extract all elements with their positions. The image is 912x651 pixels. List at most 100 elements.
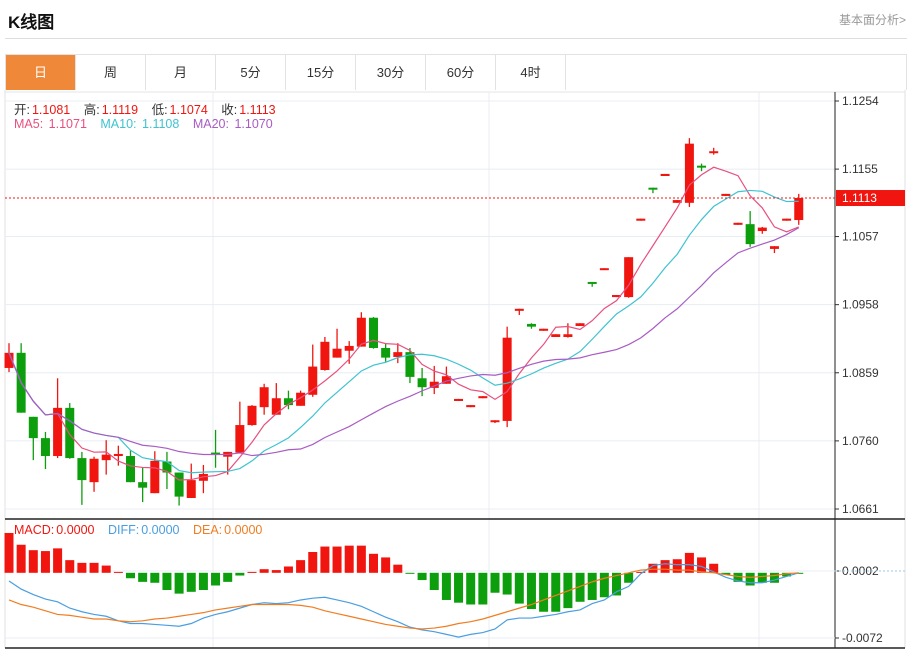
- candle-down: [587, 281, 597, 284]
- period-tabs: 日 周 月 5分 15分 30分 60分 4时: [5, 54, 907, 90]
- macd-bar-negative: [769, 572, 779, 583]
- macd-bar-positive: [259, 569, 269, 573]
- candle-up: [393, 352, 403, 357]
- tab-4hour[interactable]: 4时: [496, 55, 566, 90]
- macd-bar-negative: [514, 572, 524, 604]
- macd-bar-positive: [684, 552, 694, 573]
- candle-up: [563, 334, 573, 337]
- candle-up: [113, 453, 123, 457]
- price-tick-label: 1.1155: [842, 162, 878, 176]
- last-price-label: 1.1113: [842, 191, 877, 205]
- ma5-value: 1.1071: [48, 117, 87, 131]
- tab-60min[interactable]: 60分: [426, 55, 496, 90]
- tab-5min[interactable]: 5分: [216, 55, 286, 90]
- macd-bar-positive: [53, 548, 63, 573]
- candle-up: [441, 376, 451, 384]
- ma20-line: [8, 227, 800, 457]
- macd-bar-negative: [721, 572, 731, 575]
- macd-bar-positive: [356, 545, 366, 573]
- macd-bar-negative: [624, 572, 634, 583]
- price-tick-label: 1.0958: [842, 298, 879, 312]
- macd-bar-negative: [223, 572, 233, 582]
- open-value: 1.1081: [31, 103, 71, 117]
- candle-up: [782, 218, 792, 221]
- candle-up: [356, 317, 366, 347]
- ma-legend: MA5: 1.1071 MA10: 1.1108 MA20: 1.1070: [14, 117, 275, 131]
- macd-bar-positive: [296, 560, 306, 573]
- macd-bar-positive: [16, 544, 26, 573]
- candle-down: [126, 456, 135, 483]
- macd-bar-positive: [393, 564, 403, 573]
- macd-bar-negative: [211, 572, 221, 586]
- close-value: 1.1113: [239, 103, 276, 117]
- tab-week[interactable]: 周: [76, 55, 146, 90]
- candle-up: [721, 193, 731, 196]
- candle-up: [636, 218, 646, 221]
- macd-bar-positive: [89, 562, 99, 573]
- tab-30min[interactable]: 30分: [356, 55, 426, 90]
- macd-bar-negative: [235, 572, 245, 576]
- low-value: 1.1074: [169, 103, 208, 117]
- tab-15min[interactable]: 15分: [286, 55, 356, 90]
- candle-down: [40, 438, 50, 457]
- macd-bar-negative: [490, 572, 500, 593]
- macd-bar-negative: [599, 572, 609, 598]
- macd-bar-negative: [150, 572, 160, 583]
- close-label: 收:: [221, 103, 238, 117]
- candle-up: [320, 341, 330, 371]
- candle-down: [28, 416, 38, 439]
- price-tick-label: 1.1057: [842, 230, 879, 244]
- macd-bar-negative: [138, 572, 148, 582]
- candle-down: [174, 472, 184, 497]
- candle-up: [502, 337, 512, 421]
- tab-day[interactable]: 日: [6, 55, 76, 90]
- macd-legend: MACD: 0.0000 DIFF: 0.0000 DEA: 0.0000: [14, 523, 264, 537]
- candle-down: [526, 323, 536, 327]
- price-tick-label: 1.0859: [842, 366, 879, 380]
- ma10-value: 1.1108: [142, 117, 180, 131]
- candle-down: [405, 352, 415, 377]
- diff-line: [8, 563, 799, 638]
- high-value: 1.1119: [101, 103, 139, 117]
- candle-down: [283, 398, 293, 406]
- high-label: 高:: [83, 103, 100, 117]
- macd-bar-positive: [636, 571, 646, 573]
- ma10-label: MA10:: [100, 117, 137, 131]
- diff-value: 0.0000: [141, 523, 180, 537]
- macd-bar-positive: [308, 551, 318, 573]
- candle-up: [672, 200, 682, 203]
- macd-bar-negative: [502, 572, 512, 595]
- macd-bar-positive: [283, 566, 293, 573]
- fundamental-analysis-link[interactable]: 基本面分析>: [838, 13, 906, 27]
- macd-bar-positive: [247, 571, 257, 573]
- macd-bar-negative: [587, 572, 597, 600]
- candle-up: [454, 398, 464, 401]
- macd-bar-negative: [466, 572, 476, 605]
- candle-up: [344, 345, 354, 351]
- macd-bar-negative: [198, 572, 208, 591]
- low-label: 低:: [151, 103, 168, 117]
- ma10-line: [8, 189, 799, 474]
- candle-up: [478, 396, 488, 399]
- macd-bar-negative: [551, 572, 561, 612]
- macd-value: 0.0000: [56, 523, 95, 537]
- candle-down: [138, 482, 148, 488]
- macd-bar-positive: [271, 570, 281, 573]
- divider: [5, 38, 907, 39]
- macd-label: MACD:: [14, 523, 55, 537]
- macd-bar-negative: [441, 572, 451, 600]
- tab-month[interactable]: 月: [146, 55, 216, 90]
- candle-up: [429, 381, 439, 388]
- ma20-value: 1.1070: [234, 117, 273, 131]
- candle-up: [53, 407, 63, 457]
- macd-bar-negative: [478, 572, 488, 605]
- candle-down: [369, 317, 378, 349]
- candle-up: [259, 387, 269, 408]
- macd-bar-positive: [672, 559, 682, 573]
- macd-bar-negative: [405, 572, 415, 574]
- macd-bar-negative: [575, 572, 585, 602]
- candle-up: [709, 151, 719, 154]
- candle-down: [65, 407, 75, 459]
- candle-down: [417, 378, 427, 388]
